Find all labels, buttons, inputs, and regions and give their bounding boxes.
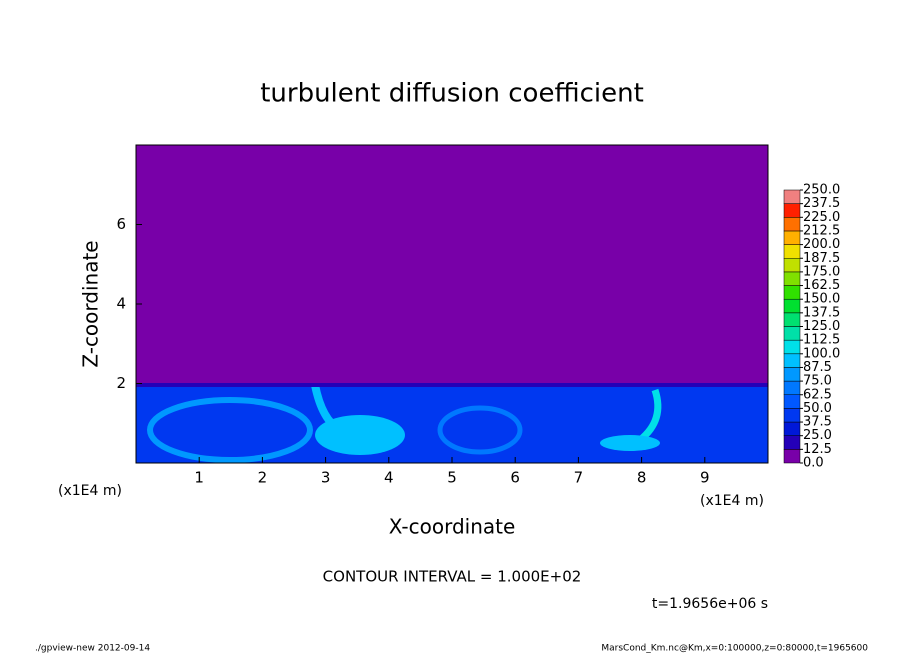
colorbar-band [783,258,801,273]
colorbar-band [783,339,801,355]
x-tick-label: 8 [637,469,647,487]
colorbar-label: 187.5 [803,251,840,266]
colorbar-band [783,271,801,286]
eddy [437,405,523,455]
colorbar-label: 250.0 [803,183,840,198]
colorbar-label: 237.5 [803,196,840,211]
field [136,145,768,463]
colorbar-label: 50.0 [803,401,832,416]
colorbar-band [783,189,801,204]
colorbar-label: 162.5 [803,278,840,293]
footer-right: MarsCond_Km.nc@Km,x=0:100000,z=0:80000,t… [601,644,868,654]
colorbar-band [783,367,801,382]
x-tick-label: 1 [194,469,204,487]
x-tick-label: 3 [321,469,331,487]
colorbar-band [783,408,801,423]
x-tick-label: 2 [258,469,268,487]
colorbar-label: 12.5 [803,442,832,457]
colorbar-label: 150.0 [803,292,840,307]
y-axis-label: Z-coordinate [79,240,103,367]
colorbar-band [783,203,801,218]
colorbar-band [783,449,801,464]
colorbar-label: 175.0 [803,264,840,279]
plume [311,384,343,434]
x-tick-label: 4 [384,469,394,487]
eddy [600,435,660,451]
colorbar-band [783,244,801,259]
colorbar-band [783,421,801,436]
y-tick-label: 6 [116,215,126,233]
colorbar-band [783,353,801,368]
colorbar-label: 100.0 [803,346,840,361]
colorbar-band [783,285,801,300]
colorbar-label: 212.5 [803,223,840,238]
colorbar-label: 75.0 [803,374,832,389]
colorbar-label: 125.0 [803,319,840,334]
eddy [147,397,313,463]
colorbar-label: 137.5 [803,305,840,320]
colorbar-label: 25.0 [803,428,832,443]
colorbar-band [783,230,801,245]
colorbar-label: 37.5 [803,415,832,430]
chart-title: turbulent diffusion coefficient [260,79,644,109]
colorbar-band [783,394,801,409]
colorbar-band [783,326,801,341]
colorbar-label: 0.0 [803,456,824,471]
colorbar-label: 62.5 [803,387,832,402]
colorbar-label: 225.0 [803,210,840,225]
colorbar-label: 112.5 [803,333,840,348]
footer-left: ./gpview-new 2012-09-14 [35,644,150,654]
y-tick-label: 2 [116,374,126,392]
colorbar-band [783,380,801,396]
field-edge [136,383,768,387]
y-tick-label: 4 [116,295,126,313]
x-tick-label: 7 [574,469,584,487]
colorbar-band [783,435,801,450]
contour-interval: CONTOUR INTERVAL = 1.000E+02 [323,568,582,586]
colorbar-band [783,298,801,314]
x-unit-left: (x1E4 m) [58,483,122,499]
colorbar-label: 200.0 [803,237,840,252]
colorbar-band [783,312,801,327]
colorbar-band [783,217,801,232]
x-unit-right: (x1E4 m) [700,493,764,509]
time-label: t=1.9656e+06 s [652,596,768,612]
field-lower [136,383,768,463]
x-tick-label: 6 [510,469,520,487]
x-tick-label: 9 [700,469,710,487]
x-tick-label: 5 [447,469,457,487]
x-axis-label: X-coordinate [389,515,516,539]
colorbar-label: 87.5 [803,360,832,375]
